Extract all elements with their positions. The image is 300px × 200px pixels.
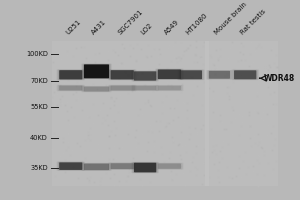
FancyBboxPatch shape	[133, 71, 158, 81]
FancyBboxPatch shape	[133, 85, 158, 91]
FancyBboxPatch shape	[111, 86, 134, 90]
FancyBboxPatch shape	[232, 69, 259, 80]
FancyBboxPatch shape	[82, 163, 110, 171]
FancyBboxPatch shape	[133, 162, 158, 173]
FancyBboxPatch shape	[84, 64, 109, 78]
FancyBboxPatch shape	[84, 164, 109, 170]
FancyBboxPatch shape	[111, 163, 134, 169]
Text: WDR48: WDR48	[264, 74, 295, 83]
FancyBboxPatch shape	[81, 86, 112, 92]
FancyBboxPatch shape	[58, 70, 84, 80]
FancyBboxPatch shape	[134, 71, 156, 81]
FancyBboxPatch shape	[131, 85, 159, 91]
FancyBboxPatch shape	[158, 86, 181, 90]
Text: SGC7901: SGC7901	[117, 9, 144, 36]
FancyBboxPatch shape	[178, 70, 203, 80]
FancyBboxPatch shape	[82, 64, 110, 79]
FancyBboxPatch shape	[58, 85, 84, 91]
FancyBboxPatch shape	[108, 85, 136, 91]
FancyBboxPatch shape	[59, 162, 82, 170]
FancyBboxPatch shape	[134, 86, 156, 90]
FancyBboxPatch shape	[156, 163, 182, 169]
FancyBboxPatch shape	[59, 86, 82, 90]
FancyBboxPatch shape	[206, 70, 232, 80]
FancyBboxPatch shape	[155, 85, 184, 91]
FancyBboxPatch shape	[81, 64, 112, 79]
Text: U251: U251	[65, 19, 82, 36]
Bar	[205, 41, 208, 186]
FancyBboxPatch shape	[156, 85, 182, 91]
FancyBboxPatch shape	[134, 163, 156, 172]
FancyBboxPatch shape	[111, 70, 134, 79]
FancyBboxPatch shape	[84, 87, 109, 91]
FancyBboxPatch shape	[59, 70, 82, 79]
FancyBboxPatch shape	[109, 163, 135, 170]
FancyBboxPatch shape	[109, 85, 135, 91]
FancyBboxPatch shape	[81, 163, 112, 171]
FancyBboxPatch shape	[57, 69, 85, 80]
FancyBboxPatch shape	[57, 162, 85, 171]
FancyBboxPatch shape	[108, 69, 136, 80]
FancyBboxPatch shape	[209, 71, 230, 79]
Text: Mouse brain: Mouse brain	[214, 2, 248, 36]
Text: 100KD: 100KD	[26, 51, 48, 57]
Text: LO2: LO2	[140, 22, 153, 36]
FancyBboxPatch shape	[131, 70, 159, 81]
FancyBboxPatch shape	[232, 70, 258, 80]
Text: 55KD: 55KD	[30, 104, 48, 110]
FancyBboxPatch shape	[155, 163, 184, 170]
Text: 70KD: 70KD	[30, 78, 48, 84]
Text: A549: A549	[164, 19, 181, 36]
FancyBboxPatch shape	[158, 163, 181, 169]
Bar	[52, 41, 278, 186]
FancyBboxPatch shape	[234, 70, 256, 79]
Text: HT1080: HT1080	[185, 12, 209, 36]
FancyBboxPatch shape	[58, 162, 84, 170]
FancyBboxPatch shape	[108, 162, 136, 170]
Text: 35KD: 35KD	[30, 165, 48, 171]
Text: A431: A431	[91, 19, 108, 36]
FancyBboxPatch shape	[156, 69, 182, 80]
FancyBboxPatch shape	[109, 70, 135, 80]
Text: Rat testis: Rat testis	[239, 9, 267, 36]
FancyBboxPatch shape	[155, 69, 184, 80]
FancyBboxPatch shape	[57, 85, 85, 91]
FancyBboxPatch shape	[158, 69, 181, 79]
FancyBboxPatch shape	[207, 70, 232, 79]
FancyBboxPatch shape	[82, 86, 110, 92]
FancyBboxPatch shape	[180, 70, 202, 79]
Text: 40KD: 40KD	[30, 135, 48, 141]
FancyBboxPatch shape	[177, 69, 205, 80]
FancyBboxPatch shape	[131, 162, 159, 173]
